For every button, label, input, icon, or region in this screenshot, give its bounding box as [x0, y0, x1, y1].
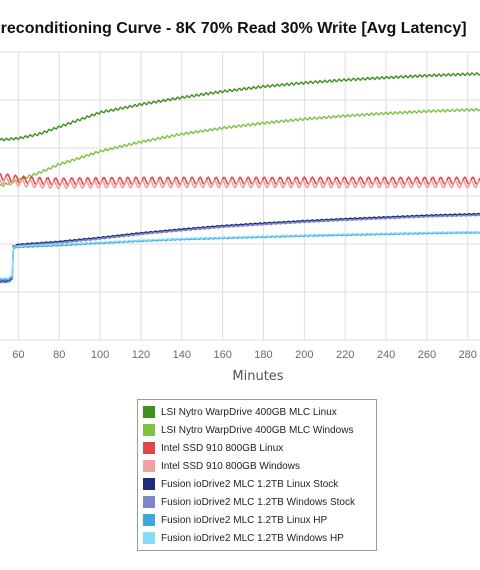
series-line-7 [0, 231, 480, 281]
legend-item: Intel SSD 910 800GB Windows [143, 457, 371, 475]
chart-title: Preconditioning Curve - 8K 70% Read 30% … [0, 20, 467, 37]
series-lines [0, 71, 480, 284]
legend-swatch [143, 532, 155, 544]
x-tick-label: 100 [91, 349, 109, 361]
x-tick-labels: 60 80 100 120 140 160 180 200 220 240 260 280 [12, 349, 477, 361]
legend-swatch [143, 406, 155, 418]
x-tick-label: 240 [377, 349, 395, 361]
legend-swatch [143, 514, 155, 526]
legend-item: LSI Nytro WarpDrive 400GB MLC Linux [143, 403, 371, 421]
x-tick-label: 60 [12, 349, 24, 361]
legend: LSI Nytro WarpDrive 400GB MLC Linux LSI N… [137, 399, 377, 551]
legend-swatch [143, 478, 155, 490]
x-tick-label: 280 [459, 349, 477, 361]
x-tick-label: 140 [173, 349, 191, 361]
legend-item: LSI Nytro WarpDrive 400GB MLC Windows [143, 421, 371, 439]
legend-label: LSI Nytro WarpDrive 400GB MLC Windows [161, 424, 354, 436]
legend-swatch [143, 442, 155, 454]
series-line-1 [0, 71, 480, 142]
legend-swatch [143, 460, 155, 472]
x-tick-label: 220 [336, 349, 354, 361]
grid [0, 51, 480, 341]
legend-item: Fusion ioDrive2 MLC 1.2TB Windows HP [143, 529, 371, 547]
series-line-6 [0, 214, 480, 284]
x-tick-label: 120 [132, 349, 150, 361]
x-axis-label: Minutes [232, 369, 284, 384]
series-line-2 [0, 107, 480, 188]
x-tick-label: 160 [213, 349, 231, 361]
legend-label: Fusion ioDrive2 MLC 1.2TB Linux HP [161, 514, 328, 526]
legend-label: Fusion ioDrive2 MLC 1.2TB Windows HP [161, 532, 344, 544]
legend-item: Fusion ioDrive2 MLC 1.2TB Linux HP [143, 511, 371, 529]
x-tick-label: 260 [418, 349, 436, 361]
series-line-4 [0, 176, 480, 190]
legend-label: LSI Nytro WarpDrive 400GB MLC Linux [161, 406, 337, 418]
legend-item: Fusion ioDrive2 MLC 1.2TB Linux Stock [143, 475, 371, 493]
series-line-5 [0, 212, 480, 283]
x-tick-label: 80 [53, 349, 65, 361]
legend-item: Fusion ioDrive2 MLC 1.2TB Windows Stock [143, 493, 371, 511]
legend-label: Intel SSD 910 800GB Linux [161, 442, 284, 454]
legend-label: Fusion ioDrive2 MLC 1.2TB Linux Stock [161, 478, 339, 490]
series-line-3 [0, 172, 480, 186]
x-tick-label: 180 [254, 349, 272, 361]
legend-label: Fusion ioDrive2 MLC 1.2TB Windows Stock [161, 496, 355, 508]
x-tick-label: 200 [295, 349, 313, 361]
legend-swatch [143, 424, 155, 436]
legend-item: Intel SSD 910 800GB Linux [143, 439, 371, 457]
legend-label: Intel SSD 910 800GB Windows [161, 460, 300, 472]
legend-swatch [143, 496, 155, 508]
series-line-8 [0, 230, 480, 280]
